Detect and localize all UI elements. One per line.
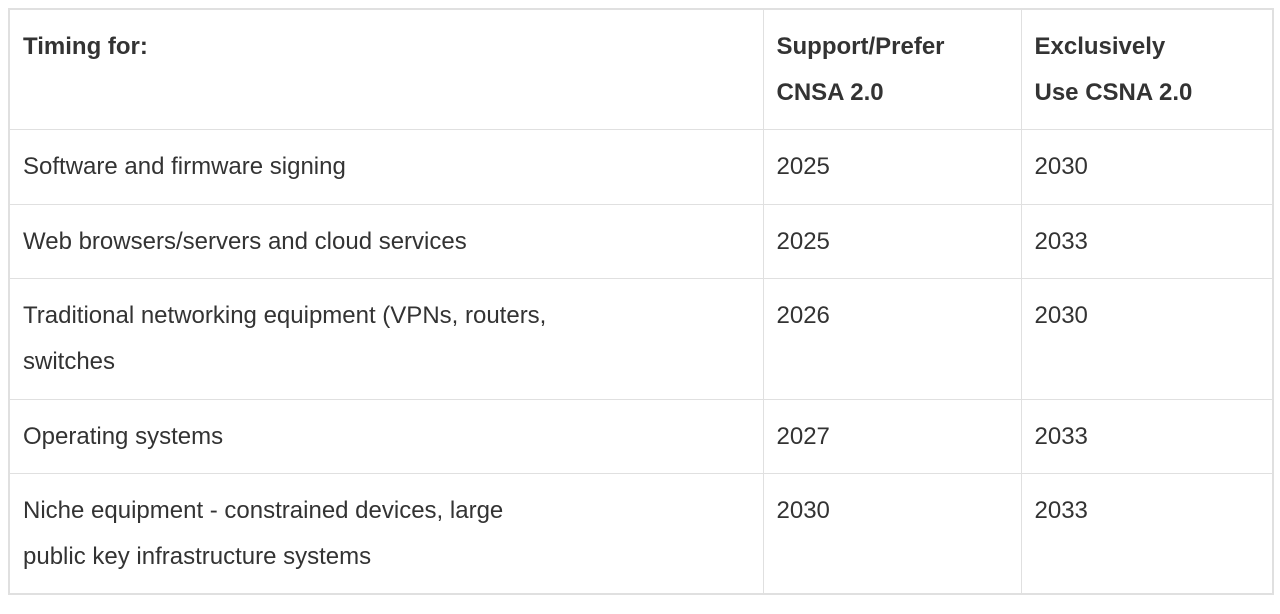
support-prefer-year-cell: 2027 xyxy=(762,398,1022,475)
table-header-row: Timing for: Support/Prefer CNSA 2.0 Excl… xyxy=(8,8,1274,131)
support-prefer-year-cell: 2025 xyxy=(762,129,1022,205)
support-prefer-year-cell: 2026 xyxy=(762,278,1022,400)
table-row-niche-equipment: Niche equipment - constrained devices, l… xyxy=(8,473,1274,595)
row-label-cell: Niche equipment - constrained devices, l… xyxy=(8,473,764,595)
header-cell-support-prefer-cnsa: Support/Prefer CNSA 2.0 xyxy=(762,8,1022,131)
row-label-cell: Web browsers/servers and cloud services xyxy=(8,203,764,280)
header-cell-exclusively-use-csna: Exclusively Use CSNA 2.0 xyxy=(1020,8,1274,131)
exclusive-use-year-cell: 2030 xyxy=(1020,129,1274,205)
row-label-cell: Traditional networking equipment (VPNs, … xyxy=(8,278,764,400)
table-row-operating-systems: Operating systems 2027 2033 xyxy=(8,398,1274,475)
support-prefer-year-cell: 2030 xyxy=(762,473,1022,595)
table-row-software-firmware-signing: Software and firmware signing 2025 2030 xyxy=(8,129,1274,205)
exclusive-use-year-cell: 2033 xyxy=(1020,398,1274,475)
exclusive-use-year-cell: 2033 xyxy=(1020,203,1274,280)
table-row-web-browsers-cloud: Web browsers/servers and cloud services … xyxy=(8,203,1274,280)
header-cell-timing-for: Timing for: xyxy=(8,8,764,131)
exclusive-use-year-cell: 2033 xyxy=(1020,473,1274,595)
table-row-traditional-networking: Traditional networking equipment (VPNs, … xyxy=(8,278,1274,400)
row-label-cell: Software and firmware signing xyxy=(8,129,764,205)
support-prefer-year-cell: 2025 xyxy=(762,203,1022,280)
exclusive-use-year-cell: 2030 xyxy=(1020,278,1274,400)
timing-table: Timing for: Support/Prefer CNSA 2.0 Excl… xyxy=(8,8,1274,596)
row-label-cell: Operating systems xyxy=(8,398,764,475)
